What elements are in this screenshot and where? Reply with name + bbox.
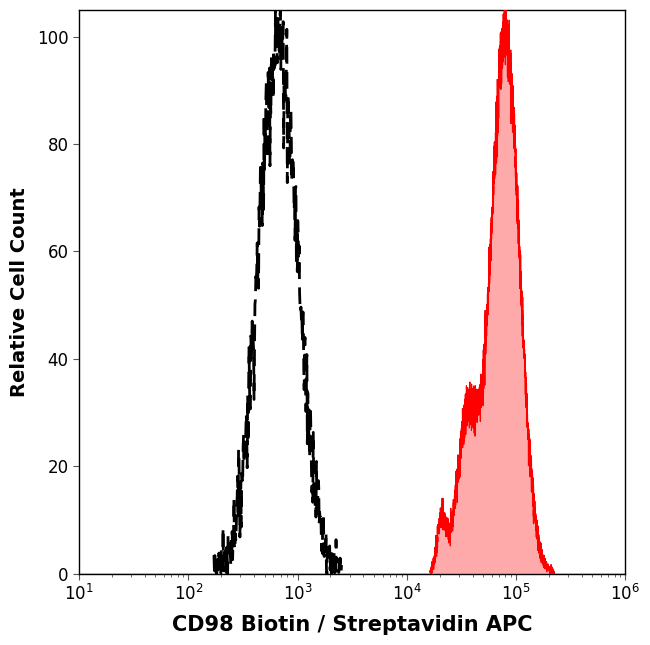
Y-axis label: Relative Cell Count: Relative Cell Count — [10, 187, 29, 397]
X-axis label: CD98 Biotin / Streptavidin APC: CD98 Biotin / Streptavidin APC — [172, 615, 532, 635]
